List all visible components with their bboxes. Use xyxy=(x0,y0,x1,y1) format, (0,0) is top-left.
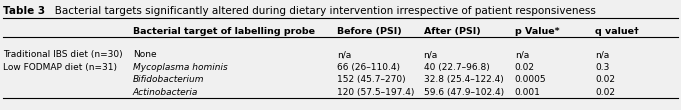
Text: 152 (45.7–270): 152 (45.7–270) xyxy=(337,75,406,84)
Text: Table 3: Table 3 xyxy=(3,6,46,16)
Text: 0.02: 0.02 xyxy=(595,88,615,97)
Text: 0.0005: 0.0005 xyxy=(515,75,546,84)
Text: n/a: n/a xyxy=(515,50,529,59)
Text: Bacterial targets significantly altered during dietary intervention irrespective: Bacterial targets significantly altered … xyxy=(46,6,597,16)
Text: p Value*: p Value* xyxy=(515,27,560,36)
Text: q value†: q value† xyxy=(595,27,639,36)
Text: Bifidobacterium: Bifidobacterium xyxy=(133,75,204,84)
Text: Bacterial target of labelling probe: Bacterial target of labelling probe xyxy=(133,27,315,36)
Text: Before (PSI): Before (PSI) xyxy=(337,27,402,36)
Text: 0.3: 0.3 xyxy=(595,63,609,72)
Text: n/a: n/a xyxy=(337,50,351,59)
Text: Traditional IBS diet (n=30): Traditional IBS diet (n=30) xyxy=(3,50,123,59)
Text: 0.02: 0.02 xyxy=(595,75,615,84)
Text: n/a: n/a xyxy=(595,50,609,59)
Text: None: None xyxy=(133,50,157,59)
Text: 0.001: 0.001 xyxy=(515,88,541,97)
Text: Actinobacteria: Actinobacteria xyxy=(133,88,198,97)
Text: Low FODMAP diet (n=31): Low FODMAP diet (n=31) xyxy=(3,63,117,72)
Text: n/a: n/a xyxy=(424,50,438,59)
Text: 120 (57.5–197.4): 120 (57.5–197.4) xyxy=(337,88,415,97)
Text: 32.8 (25.4–122.4): 32.8 (25.4–122.4) xyxy=(424,75,503,84)
Text: Mycoplasma hominis: Mycoplasma hominis xyxy=(133,63,227,72)
Text: After (PSI): After (PSI) xyxy=(424,27,480,36)
Text: 0.02: 0.02 xyxy=(515,63,535,72)
Text: 40 (22.7–96.8): 40 (22.7–96.8) xyxy=(424,63,490,72)
Text: 59.6 (47.9–102.4): 59.6 (47.9–102.4) xyxy=(424,88,504,97)
Text: 66 (26–110.4): 66 (26–110.4) xyxy=(337,63,400,72)
